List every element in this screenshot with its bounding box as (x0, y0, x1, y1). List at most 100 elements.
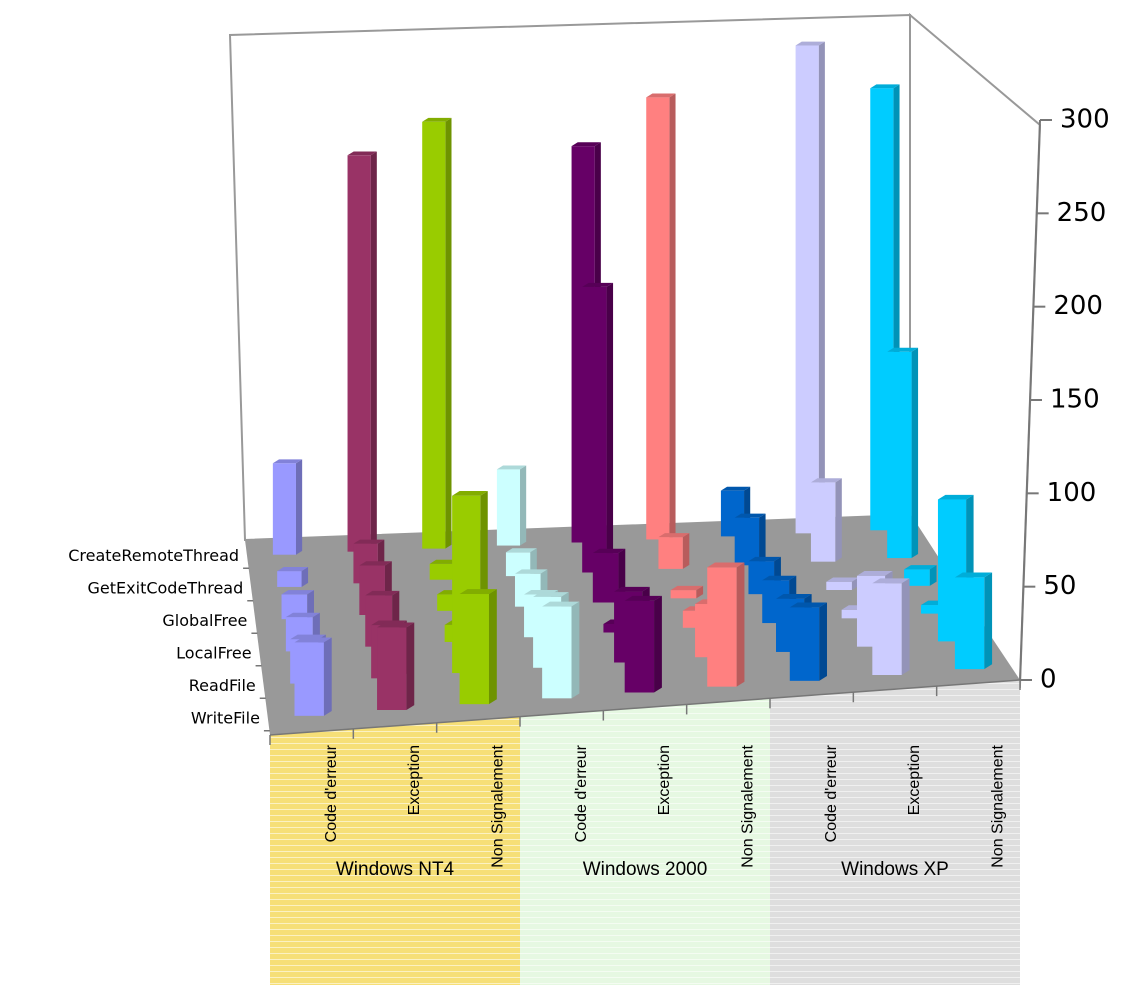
bar-front (904, 569, 930, 586)
group-stripes (270, 716, 520, 985)
bar-top (734, 513, 766, 518)
bar-side (370, 151, 377, 552)
bar-top (954, 572, 993, 578)
bar-front (646, 97, 670, 540)
x-tick-label: Exception (906, 745, 923, 815)
bar-side (445, 117, 452, 549)
bar-top (707, 562, 745, 568)
bar-side (696, 585, 704, 599)
bar-top (422, 117, 452, 122)
bar-top (542, 601, 580, 607)
bar (872, 578, 910, 675)
bar-side (488, 589, 497, 705)
bar-top (872, 578, 910, 584)
bar-side (835, 478, 842, 562)
bar-top (810, 478, 842, 483)
x-axis (269, 679, 1021, 736)
bar-side (530, 548, 537, 577)
bar-front (670, 590, 697, 599)
bars (272, 41, 993, 716)
bar (377, 622, 415, 710)
bar-front (294, 642, 324, 716)
bar (592, 548, 626, 603)
bar (422, 117, 452, 549)
x-tick-label: Code d'erreur (323, 744, 340, 842)
z-tick-label: 150 (1050, 385, 1100, 415)
bar-top (496, 465, 527, 470)
bar-front (272, 463, 296, 555)
bar (904, 565, 937, 586)
bar (670, 585, 704, 599)
bar-front (887, 351, 912, 559)
z-tick-label: 0 (1040, 665, 1057, 695)
bar (505, 548, 537, 577)
bar-top (452, 491, 488, 496)
bar-top (459, 589, 497, 595)
bar (789, 602, 827, 681)
bar-top (795, 41, 825, 46)
x-tick-label: Non Signalement (990, 744, 1007, 867)
series-label: WriteFile (191, 708, 260, 727)
bar-top (887, 347, 919, 352)
bar-top (571, 142, 601, 147)
x-tick-label: Code d'erreur (823, 744, 840, 842)
bar (954, 572, 993, 670)
bar-top (658, 533, 690, 538)
bar (582, 282, 614, 573)
bar-top (856, 571, 893, 576)
x-tick-label: Code d'erreur (573, 744, 590, 842)
group-label: Windows NT4 (336, 859, 455, 880)
bar-side (654, 595, 662, 693)
bar-top (748, 556, 781, 562)
bar (347, 151, 377, 552)
bar-top (285, 612, 320, 618)
group-label: Windows XP (841, 859, 949, 880)
z-tick-label: 200 (1053, 291, 1103, 321)
bar-side (818, 41, 825, 534)
bar-top (359, 561, 392, 566)
bar-front (422, 121, 446, 549)
x-tick-label: Exception (406, 745, 423, 815)
bar-side (911, 347, 919, 559)
bar-top (762, 575, 797, 581)
group-label: Windows 2000 (583, 859, 708, 880)
bar-top (281, 590, 314, 595)
x-tick-label: Exception (656, 745, 673, 815)
bar (658, 533, 690, 569)
bar-front (582, 286, 607, 573)
bar (887, 347, 919, 559)
bar-side (901, 578, 910, 675)
bar-side (819, 602, 827, 681)
series-label: GlobalFree (162, 611, 247, 630)
bar-top (533, 592, 569, 597)
bar-front (542, 606, 572, 699)
bar-top (789, 602, 827, 608)
series-label: GetExitCodeThread (88, 578, 244, 597)
bar-side (520, 465, 527, 546)
bar (646, 93, 676, 540)
bar-top (294, 637, 332, 643)
bar-top (646, 93, 676, 98)
bar-front (429, 563, 455, 580)
bar (272, 459, 303, 555)
group-stripes (520, 698, 770, 985)
bar-top (377, 622, 415, 628)
bar (707, 562, 745, 687)
bar-top (776, 594, 812, 599)
bar (277, 567, 309, 587)
bar-side (736, 562, 745, 687)
series-label: ReadFile (189, 676, 256, 695)
bar-front (347, 155, 371, 552)
bar-front (795, 45, 819, 534)
bar (810, 478, 842, 562)
z-tick-label: 300 (1060, 105, 1110, 135)
bar-top (353, 539, 385, 544)
bar (496, 465, 527, 546)
bar-side (606, 282, 614, 573)
bar-side (301, 567, 309, 587)
z-tick-label: 250 (1057, 198, 1107, 228)
bar-front (658, 537, 683, 569)
bar-front (810, 482, 836, 562)
bar-front (277, 571, 302, 587)
